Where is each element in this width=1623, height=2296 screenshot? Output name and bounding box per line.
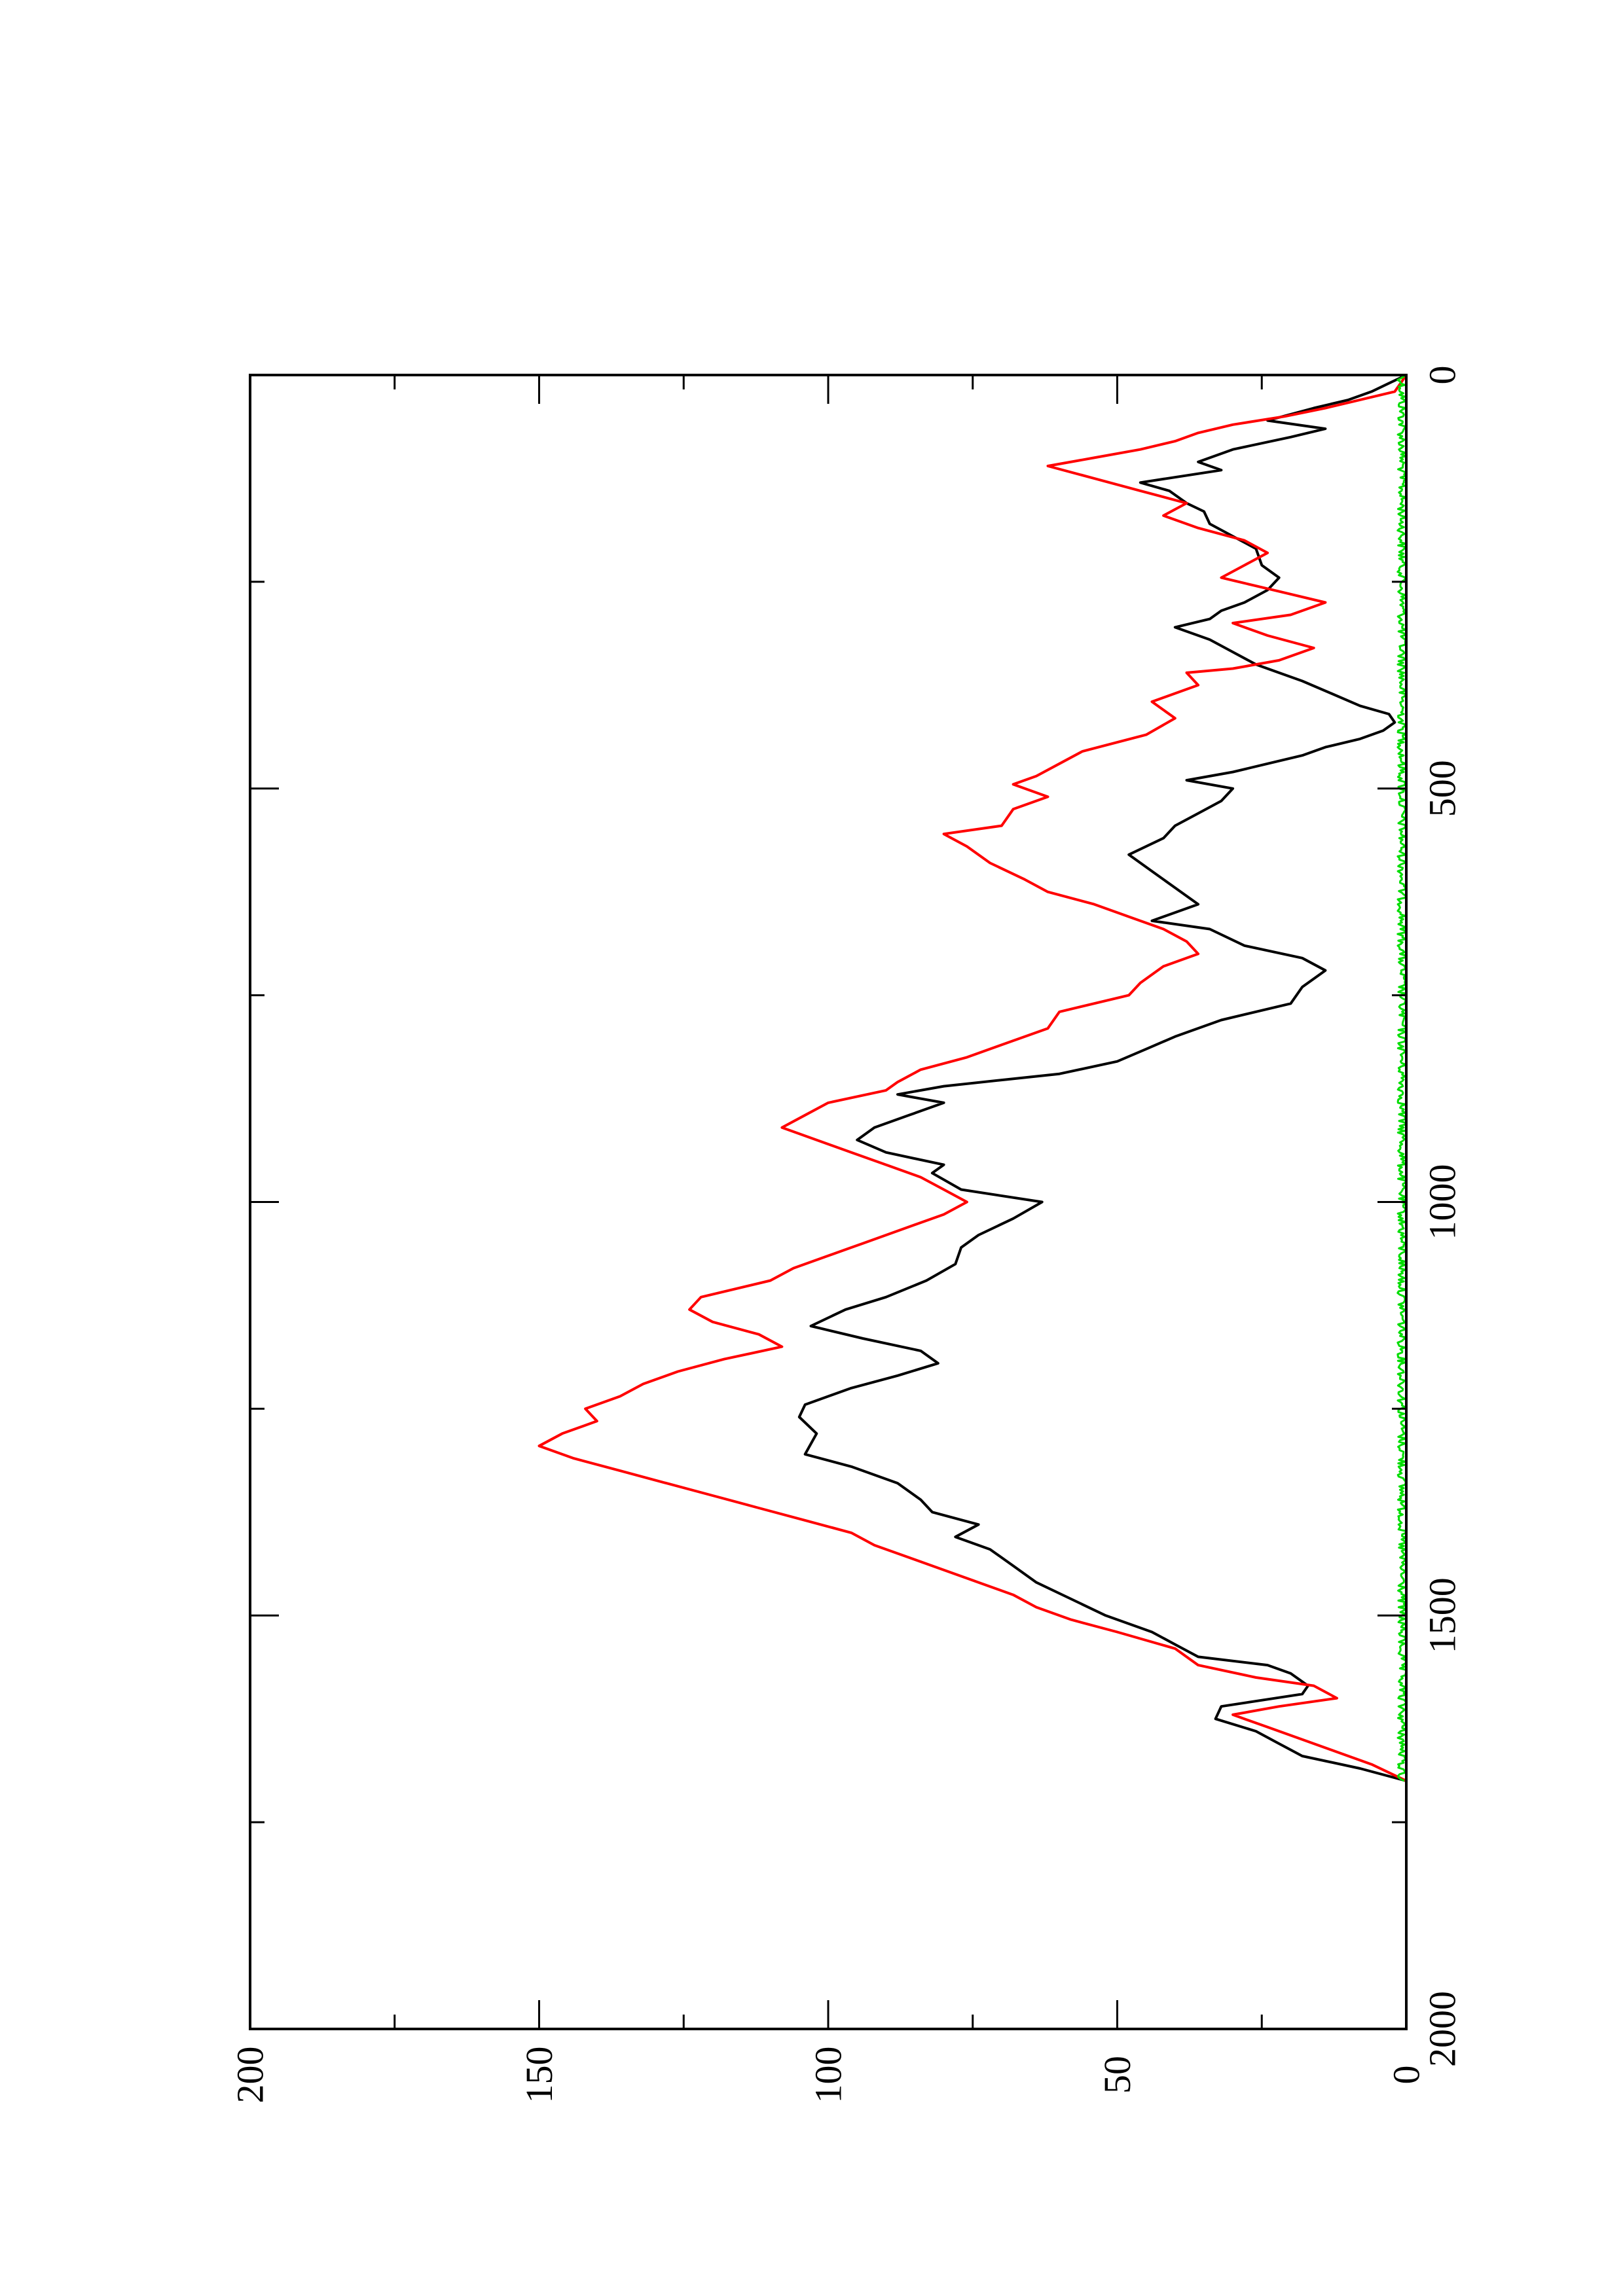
y-tick-label: 100 [807,2047,850,2104]
y-tick-label: 50 [1096,2056,1139,2094]
series-line-2 [1396,374,1408,1782]
x-tick-label: 1500 [1421,1577,1464,1653]
series-line-1 [538,374,1408,1782]
x-tick-label: 500 [1421,760,1464,817]
y-tick-label: 150 [518,2047,560,2104]
y-tick-label: 200 [229,2047,272,2104]
series-layer [538,374,1408,1782]
y-tick-label: 0 [1385,2066,1428,2085]
series-line-0 [797,374,1407,1782]
x-tick-label: 0 [1421,366,1464,385]
x-tick-label: 2000 [1421,1991,1464,2067]
x-tick-label: 1000 [1421,1164,1464,1240]
